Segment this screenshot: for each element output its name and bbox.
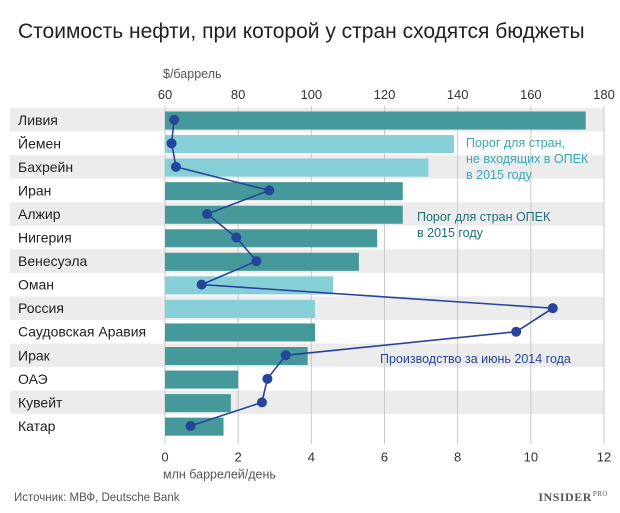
category-label: ОАЭ xyxy=(18,371,48,387)
source-note: Источник: МВФ, Deutsche Bank xyxy=(14,492,180,504)
bottom-axis-tick: 4 xyxy=(308,450,315,465)
category-label: Кувейт xyxy=(18,394,63,410)
category-label: Йемен xyxy=(18,134,61,151)
bar-5 xyxy=(165,205,403,224)
bar-6 xyxy=(165,229,378,248)
annotation-opec-line: в 2015 году xyxy=(417,226,484,240)
bar-3 xyxy=(165,158,429,177)
brand-logo: INSIDERPRO xyxy=(538,490,608,505)
bars xyxy=(165,111,586,436)
production-point-14 xyxy=(185,420,196,431)
bottom-axis-tick: 2 xyxy=(235,450,242,465)
bottom-axis-tick: 6 xyxy=(381,450,388,465)
bar-9 xyxy=(165,299,315,318)
category-label: Иран xyxy=(18,182,51,198)
category-label: Бахрейн xyxy=(18,159,73,175)
production-point-7 xyxy=(251,256,262,267)
category-labels: Ливия Йемен Бахрейн Иран Алжир Нигерия Венесуэ… xyxy=(18,112,146,434)
production-point-2 xyxy=(166,138,177,149)
bar-7 xyxy=(165,252,359,271)
category-label: Венесуэла xyxy=(18,253,87,269)
production-point-11 xyxy=(280,350,291,361)
production-point-1 xyxy=(169,114,180,125)
axes: $/баррель 60 80 100 120 140 160 180 0 2 4 6 8 10 12 млн… xyxy=(158,67,615,482)
top-axis-title: $/баррель xyxy=(163,67,222,81)
bottom-axis-tick: 0 xyxy=(161,450,168,465)
top-axis-tick: 80 xyxy=(231,87,245,102)
bar-13 xyxy=(165,394,231,413)
category-label: Катар xyxy=(18,418,56,434)
top-axis-tick: 180 xyxy=(593,87,615,102)
top-axis-tick: 160 xyxy=(520,87,542,102)
brand-name: INSIDER xyxy=(538,490,592,504)
annotation-non-opec-line: не входящих в ОПЕК xyxy=(466,152,589,166)
category-label: Россия xyxy=(18,300,64,316)
category-label: Нигерия xyxy=(18,230,72,246)
row-band xyxy=(10,390,604,415)
production-point-3 xyxy=(170,161,181,172)
bar-10 xyxy=(165,323,315,342)
annotation-production-line: Производство за июнь 2014 года xyxy=(380,352,571,366)
top-axis-tick: 100 xyxy=(300,87,322,102)
production-point-9 xyxy=(547,303,558,314)
annotation-non-opec-line: в 2015 году xyxy=(466,168,533,182)
bar-2 xyxy=(165,135,455,154)
production-point-10 xyxy=(511,326,522,337)
category-label: Ирак xyxy=(18,347,51,363)
bottom-axis-tick: 8 xyxy=(454,450,461,465)
brand-suffix: PRO xyxy=(592,490,608,498)
production-line xyxy=(166,114,558,431)
bar-1 xyxy=(165,111,586,130)
annotation-non-opec-line: Порог для стран, xyxy=(466,136,565,150)
annotations: Порог для стран, не входящих в ОПЕК в 2015… xyxy=(380,136,589,366)
production-point-8 xyxy=(196,279,207,290)
bottom-axis-tick: 12 xyxy=(597,450,611,465)
bar-4 xyxy=(165,182,403,201)
bar-11 xyxy=(165,347,308,366)
production-point-13 xyxy=(256,397,267,408)
category-label: Ливия xyxy=(18,112,58,128)
production-point-4 xyxy=(264,185,275,196)
bar-12 xyxy=(165,370,239,389)
production-point-5 xyxy=(202,208,213,219)
production-point-12 xyxy=(262,373,273,384)
top-axis-tick: 140 xyxy=(447,87,469,102)
chart-title: Стоимость нефти, при которой у стран схо… xyxy=(18,20,585,43)
category-label: Оман xyxy=(18,277,54,293)
production-point-6 xyxy=(231,232,242,243)
annotation-opec-line: Порог для стран ОПЕК xyxy=(417,210,551,224)
bottom-axis-tick: 10 xyxy=(524,450,538,465)
category-label: Алжир xyxy=(18,206,61,222)
category-label: Саудовская Аравия xyxy=(18,324,146,340)
top-axis-tick: 60 xyxy=(158,87,172,102)
bottom-axis-title: млн баррелей/день xyxy=(163,468,276,482)
top-axis-tick: 120 xyxy=(374,87,396,102)
